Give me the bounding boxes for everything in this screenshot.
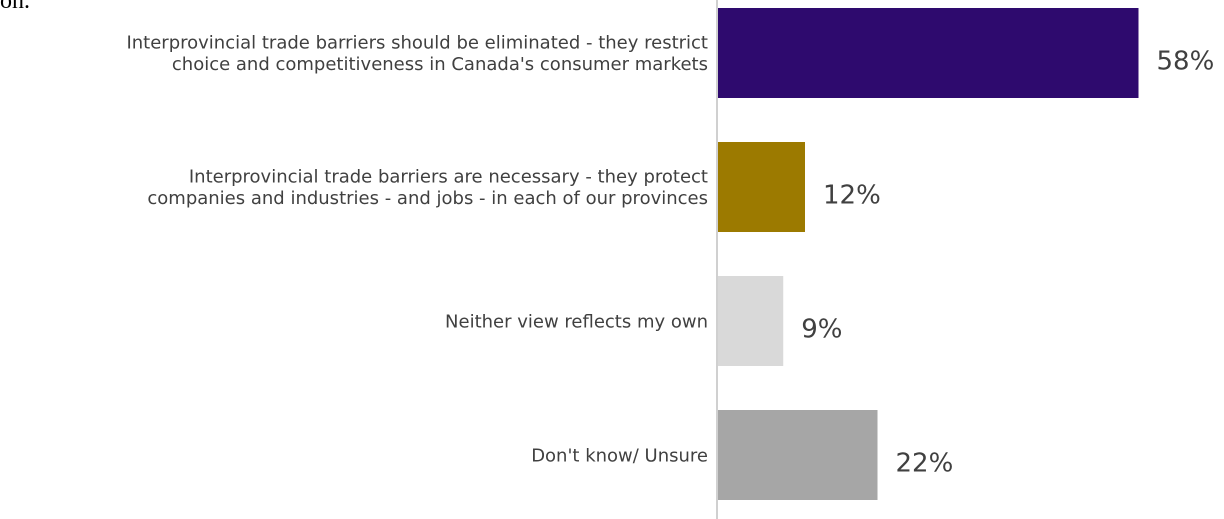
value-label: 22% (896, 449, 954, 479)
bar (718, 142, 805, 232)
chart-title: on. (0, 0, 30, 14)
value-label: 58% (1157, 47, 1215, 77)
bar (718, 276, 784, 366)
category-label: Interprovincial trade barriers are neces… (147, 167, 708, 210)
category-label: Don't know/ Unsure (531, 445, 708, 466)
category-label: Neither view reflects my own (445, 311, 708, 332)
bar (718, 8, 1139, 98)
value-label: 9% (801, 315, 842, 345)
value-label: 12% (823, 181, 881, 211)
category-label: Interprovincial trade barriers should be… (126, 33, 708, 76)
bar (718, 410, 878, 500)
